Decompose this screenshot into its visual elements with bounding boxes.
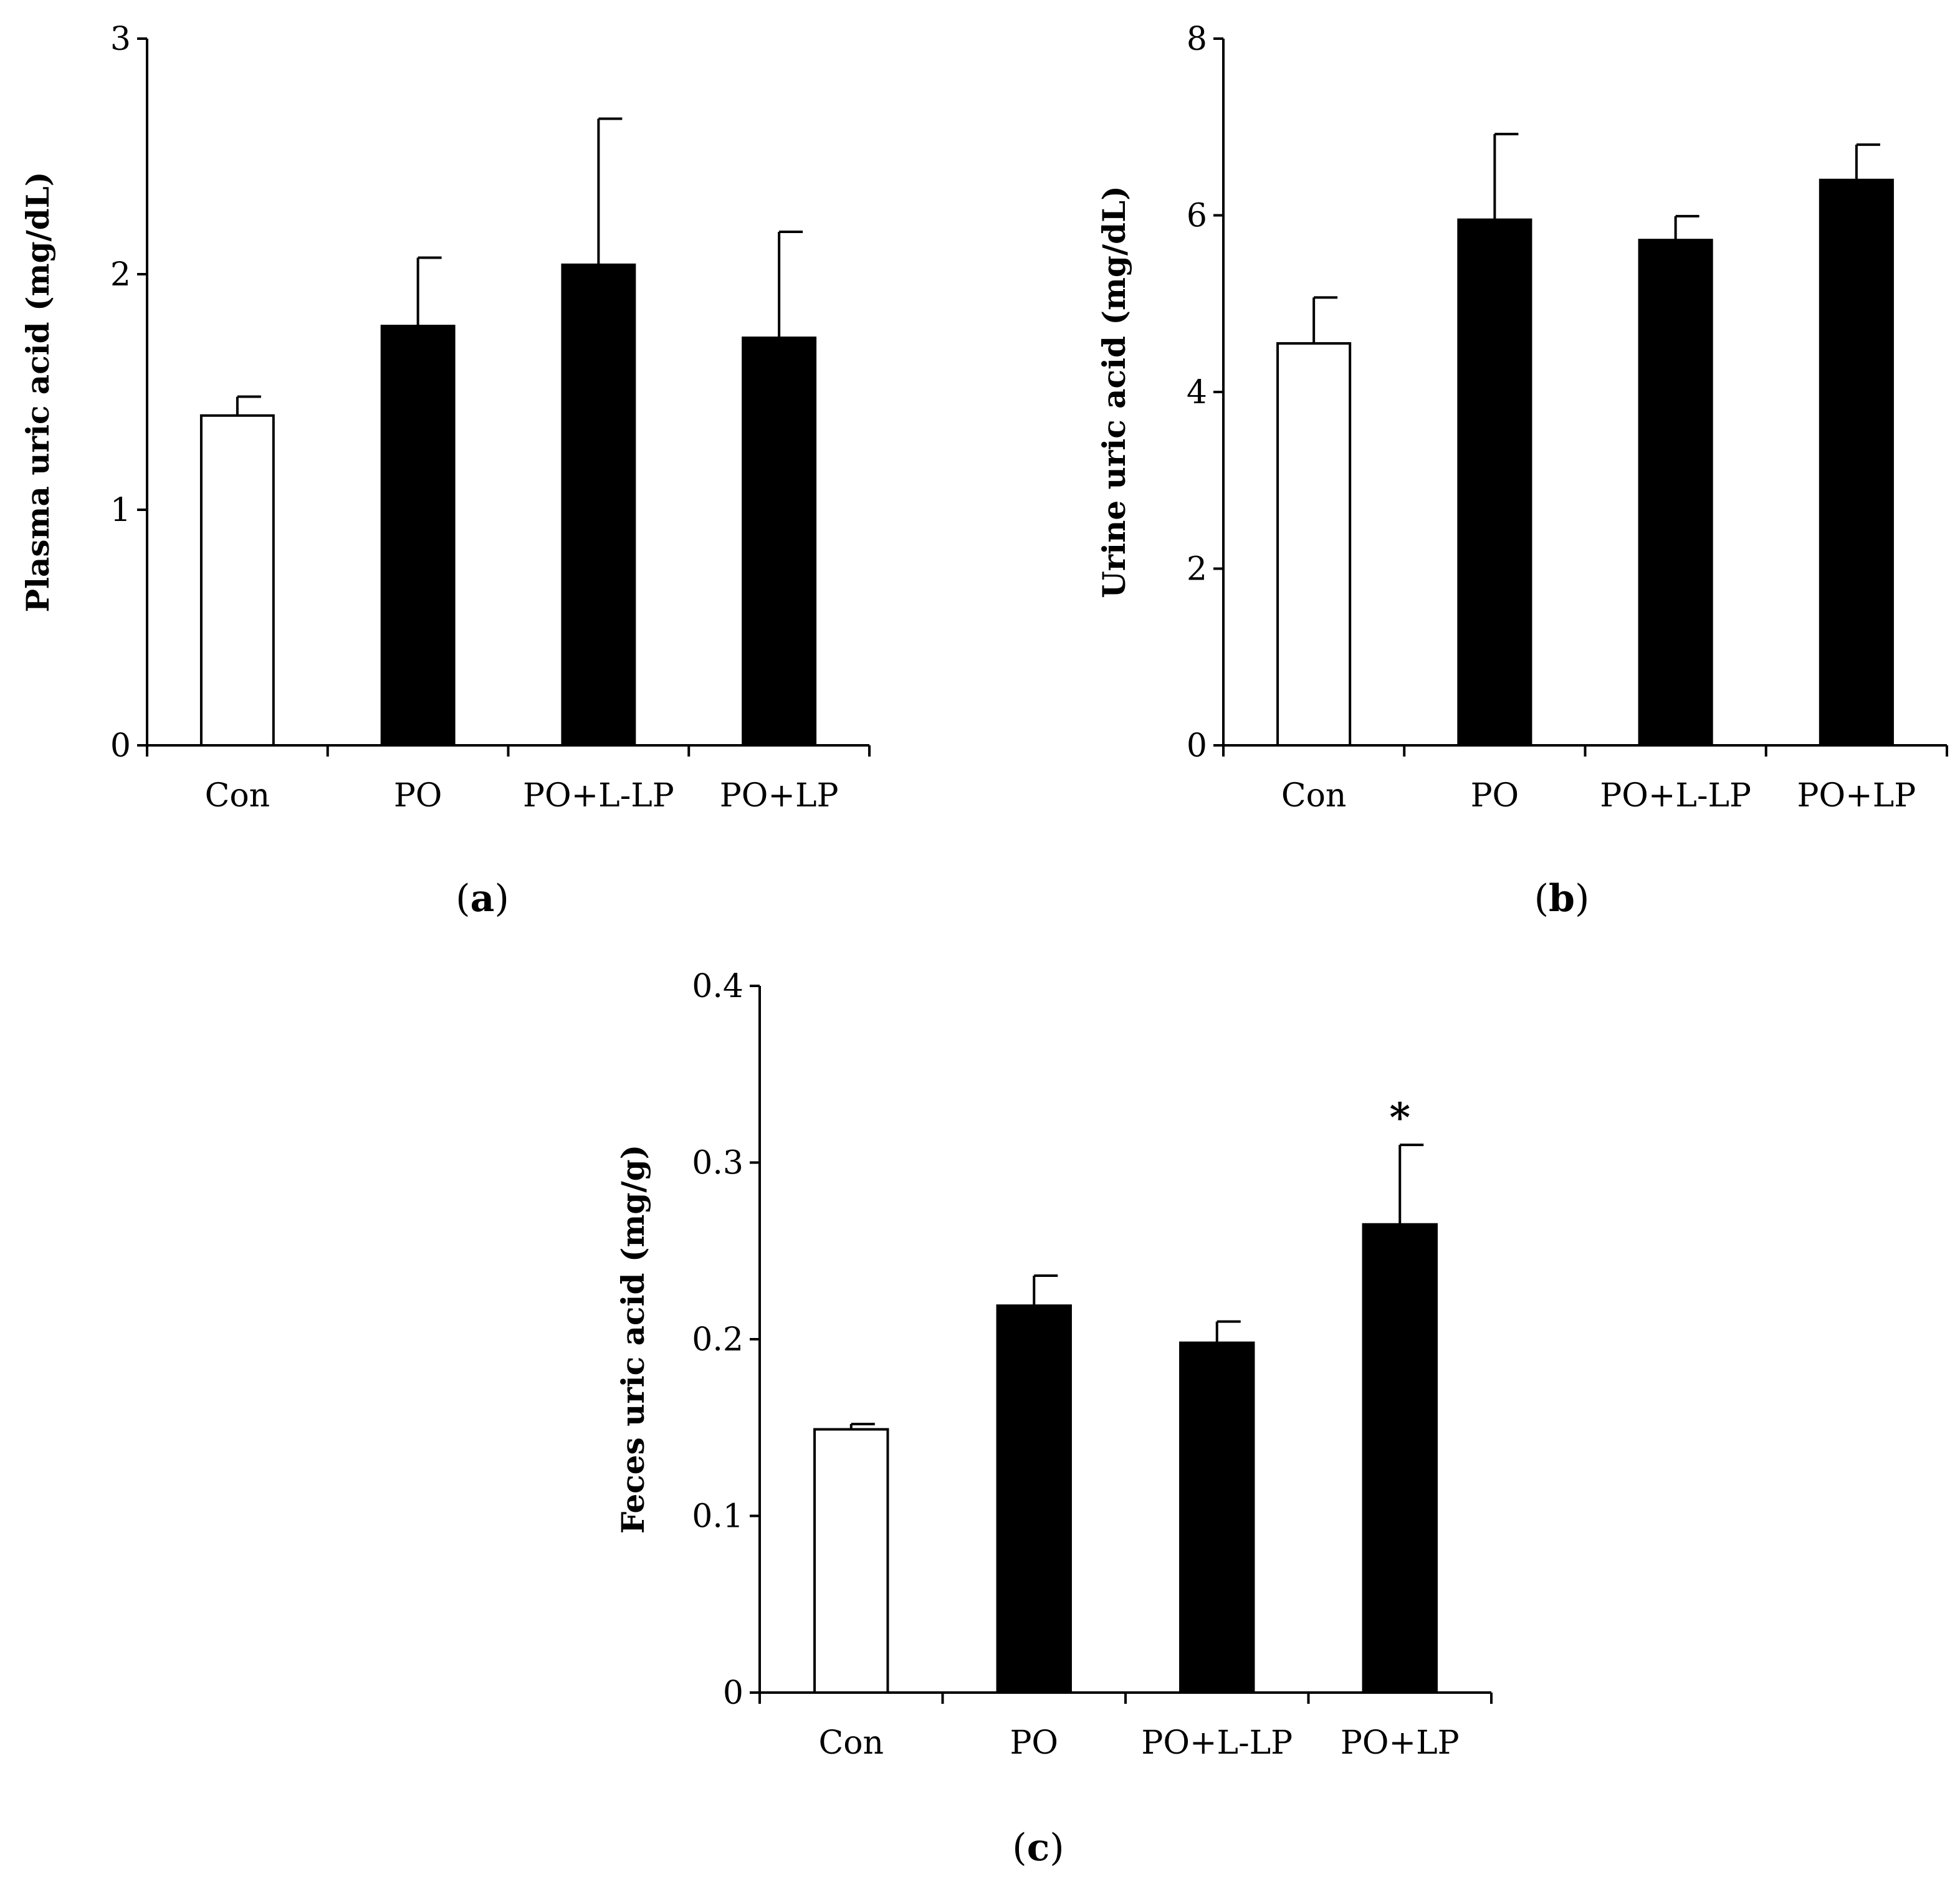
x-tick-label: PO+L-LP [523,777,674,815]
x-tick-label: PO [394,777,442,815]
y-axis-label: Urine uric acid (mg/dL) [1096,186,1132,598]
y-tick-label: 3 [110,21,131,58]
y-tick-label: 0.2 [692,1321,743,1359]
bar-po-plus-l-lp [1179,1341,1255,1694]
y-tick-label: 0.1 [692,1498,743,1536]
y-tick-label: 1 [110,492,131,529]
chart-urine-uric-acid: 0 2 4 6 8 Urine uric acid (mg/dL) Con PO PO+L-LP… [1096,21,1948,815]
bar-con [1276,342,1352,747]
bar-po-plus-lp [742,337,817,747]
x-tick-label: PO+LP [1341,1724,1460,1762]
y-tick-label: 6 [1187,198,1207,235]
significance-marker: * [1390,1094,1410,1141]
x-tick-label: PO+L-LP [1600,777,1751,815]
panel-label-a: (a) [456,877,509,920]
y-tick-label: 2 [110,256,131,294]
x-tick-label: PO+LP [720,777,839,815]
panel-label-c: (c) [1012,1826,1064,1870]
bar-po-plus-l-lp [561,263,636,747]
y-tick-label: 2 [1187,551,1207,588]
bar-po [1457,218,1532,747]
y-tick-label: 0 [1187,727,1207,765]
y-axis-label: Feces uric acid (mg/g) [614,1145,651,1534]
bar-po-plus-l-lp [1638,239,1713,747]
bar-po-plus-lp [1362,1223,1438,1694]
y-axis-label: Plasma uric acid (mg/dL) [19,171,56,612]
x-tick-label: PO [1471,777,1519,815]
panel-label-b: (b) [1534,877,1590,920]
bar-po-plus-lp [1819,178,1894,747]
x-tick-label: Con [818,1724,884,1762]
x-tick-label: Con [205,777,270,815]
x-tick-label: PO+L-LP [1141,1724,1293,1762]
bar-po [380,325,456,747]
y-tick-label: 0 [723,1675,743,1712]
y-tick-label: 0.3 [692,1145,743,1182]
x-tick-label: PO+LP [1797,777,1916,815]
bar-po [996,1304,1072,1694]
bar-con [813,1428,889,1694]
x-tick-label: Con [1281,777,1347,815]
y-tick-label: 8 [1187,21,1207,58]
chart-plasma-uric-acid: 0 1 2 3 Plasma uric acid (mg/dL) Con PO PO+L-LP… [19,21,871,815]
y-tick-label: 0 [110,727,131,765]
y-tick-label: 0.4 [692,968,743,1005]
chart-feces-uric-acid: 0 0.1 0.2 0.3 0.4 Feces uric acid (mg/g) Con PO… [614,968,1493,1762]
x-tick-label: PO [1010,1724,1058,1762]
y-tick-label: 4 [1187,374,1207,411]
bar-con [199,414,275,747]
